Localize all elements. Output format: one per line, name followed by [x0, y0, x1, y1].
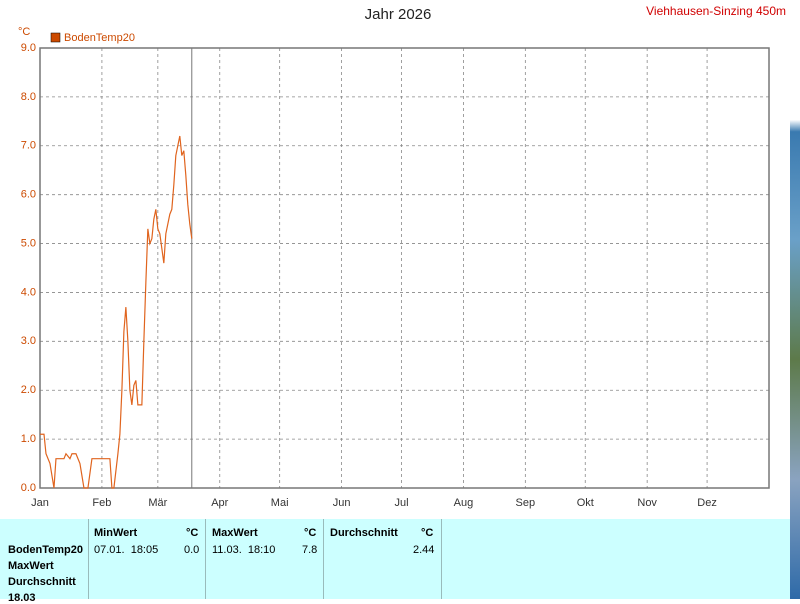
header: MinWert: [94, 527, 138, 539]
y-tick-label: 9.0: [21, 42, 36, 54]
background-image: [790, 0, 800, 599]
x-tick-label: Dez: [697, 497, 717, 509]
y-unit: °C: [18, 26, 30, 38]
chart: Jahr 2026 Viehhausen-Sinzing 450m °C Bod…: [18, 4, 786, 509]
y-tick-label: 2.0: [21, 384, 36, 396]
y-tick-label: 0.0: [21, 482, 36, 494]
y-tick-label: 8.0: [21, 91, 36, 103]
row-label: Durchschnitt: [8, 576, 76, 588]
chart-title: Jahr 2026: [365, 6, 432, 23]
cell: 0.0: [184, 544, 200, 556]
plot-frame: [39, 47, 770, 489]
station-label: Viehhausen-Sinzing 450m: [646, 4, 786, 18]
stats-table: MinWert °C MaxWert °C Durchschnitt °C Bo…: [0, 519, 790, 604]
x-tick-label: Mai: [271, 497, 289, 509]
y-tick-label: 3.0: [21, 335, 36, 347]
x-tick-label: Feb: [92, 497, 111, 509]
cell: 7.8: [302, 544, 318, 556]
x-tick-label: Nov: [637, 497, 657, 509]
x-tick-label: Jan: [31, 497, 49, 509]
x-tick-label: Mär: [148, 497, 167, 509]
x-tick-label: Apr: [211, 497, 228, 509]
y-tick-label: 1.0: [21, 433, 36, 445]
header: Durchschnitt: [330, 527, 398, 539]
cell: 07.01. 18:05: [94, 544, 159, 556]
series-line: [40, 135, 193, 489]
table-col: [88, 519, 206, 599]
legend-swatch: [50, 32, 61, 43]
table-col: [324, 519, 442, 599]
y-tick-label: 6.0: [21, 189, 36, 201]
header: °C: [304, 527, 317, 539]
x-tick-label: Jul: [394, 497, 408, 509]
header: °C: [421, 527, 434, 539]
x-tick-label: Sep: [516, 497, 536, 509]
cell: 11.03. 18:10: [212, 544, 276, 556]
legend-label: BodenTemp20: [64, 32, 135, 44]
y-tick-label: 4.0: [21, 286, 36, 298]
row-label: 18.03: [8, 592, 36, 604]
table-col: [0, 519, 89, 599]
x-tick-label: Okt: [577, 497, 594, 509]
header: °C: [186, 527, 199, 539]
y-tick-label: 5.0: [21, 237, 36, 249]
row-label: MaxWert: [8, 560, 54, 572]
header: MaxWert: [212, 527, 258, 539]
y-tick-label: 7.0: [21, 140, 36, 152]
row-label: BodenTemp20: [8, 544, 83, 556]
table-col: [206, 519, 324, 599]
x-tick-label: Jun: [333, 497, 351, 509]
x-tick-label: Aug: [454, 497, 474, 509]
cell: 2.44: [413, 544, 435, 556]
